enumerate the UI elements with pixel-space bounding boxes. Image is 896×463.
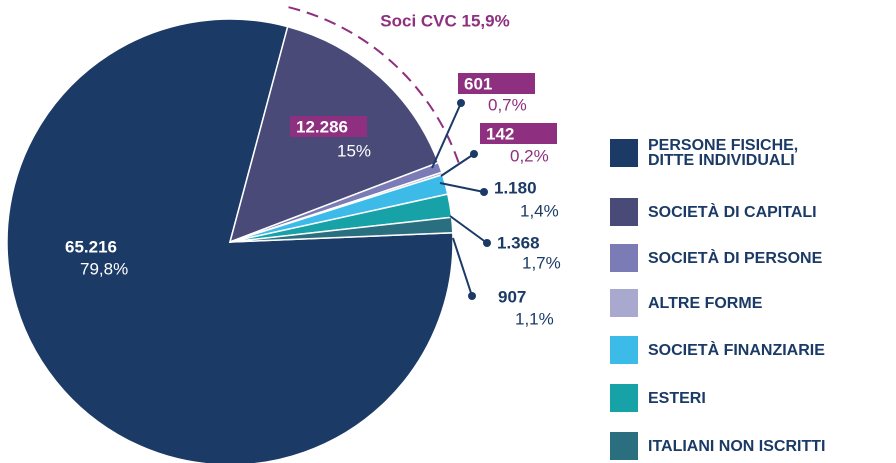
annotation: Soci CVC 15,9% <box>380 11 509 30</box>
legend-label: SOCIETÀ DI CAPITALI <box>648 203 817 221</box>
legend-swatch <box>610 244 638 272</box>
value-label: 1.368 <box>497 233 540 252</box>
leader-line <box>431 102 462 169</box>
percent-label: 1,1% <box>515 309 554 328</box>
legend-label: ALTRE FORME <box>648 294 763 312</box>
leader-dot <box>483 239 491 247</box>
legend-label: ESTERI <box>648 389 706 407</box>
group-arc <box>288 6 462 168</box>
label-box <box>480 123 557 144</box>
percent-label: 79,8% <box>80 259 128 278</box>
legend-item: ESTERI <box>610 384 706 412</box>
value-label: 12.286 <box>296 117 348 136</box>
value-label: 601 <box>464 74 492 93</box>
percent-label: 1,7% <box>522 253 561 272</box>
leader-dot <box>480 188 488 196</box>
legend-item: PERSONE FISICHE, DITTE INDIVIDUALI <box>610 137 799 169</box>
leader-dot <box>457 99 465 107</box>
legend-swatch <box>610 139 638 167</box>
label-box <box>458 73 535 94</box>
leader-line <box>439 182 485 193</box>
legend-item: SOCIETÀ DI CAPITALI <box>610 198 817 226</box>
legend-swatch <box>610 384 638 412</box>
leader-line <box>452 237 473 297</box>
legend-item: ALTRE FORME <box>610 289 762 317</box>
leader-dot <box>468 292 476 300</box>
percent-label: 0,7% <box>488 95 527 114</box>
value-label: 142 <box>486 124 514 143</box>
legend-swatch <box>610 336 638 364</box>
value-label: 1.180 <box>494 178 537 197</box>
legend-item: SOCIETÀ FINANZIARIE <box>610 336 825 364</box>
percent-label: 15% <box>337 141 371 160</box>
legend-label: SOCIETÀ DI PERSONE <box>648 249 823 267</box>
value-label: 65.216 <box>65 237 117 256</box>
value-label: 907 <box>498 287 526 306</box>
leader-line <box>449 215 488 244</box>
legend-label: PERSONE FISICHE, DITTE INDIVIDUALI <box>648 137 799 169</box>
label-box <box>290 116 367 137</box>
legend-swatch <box>610 198 638 226</box>
legend-label: SOCIETÀ FINANZIARIE <box>648 341 825 359</box>
legend-swatch <box>610 432 638 460</box>
leader-line <box>440 153 475 177</box>
legend-item: SOCIETÀ DI PERSONE <box>610 244 822 272</box>
legend-label: ITALIANI NON ISCRITTI <box>648 437 826 455</box>
legend-item: ITALIANI NON ISCRITTI <box>610 432 825 460</box>
leader-dot <box>470 150 478 158</box>
percent-label: 1,4% <box>520 201 559 220</box>
percent-label: 0,2% <box>510 146 549 165</box>
legend-swatch <box>610 289 638 317</box>
